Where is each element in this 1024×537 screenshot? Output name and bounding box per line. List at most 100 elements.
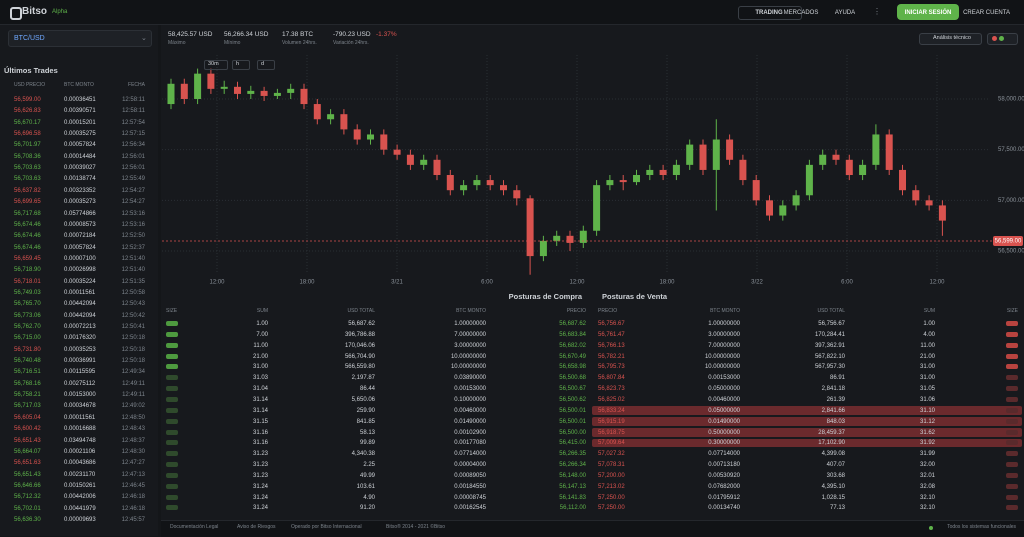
trade-time: 12:49:11 (122, 380, 145, 387)
size-bar (1006, 483, 1018, 489)
candle-body (513, 190, 521, 199)
trade-price: 56,674.46 (14, 244, 41, 251)
ask-cell: 4.00 (923, 331, 935, 338)
candle-body (872, 134, 880, 165)
y-tick-label: 57,500.00 (998, 147, 1024, 153)
candle-body (180, 83, 188, 99)
bid-cell: 10.00000000 (450, 364, 486, 371)
trade-amount: 0.00072213 (64, 324, 96, 330)
ask-cell: 7.00000000 (708, 342, 740, 349)
candle-body (739, 159, 747, 181)
ask-cell: 1.00000000 (708, 321, 740, 327)
size-bar (1006, 472, 1018, 478)
candle-body (526, 198, 534, 257)
ask-cell: 0.01490000 (708, 418, 740, 425)
nav-link[interactable]: AYUDA (834, 10, 856, 16)
bid-cell: 56,500.00 (559, 429, 586, 436)
interval-select[interactable]: d (257, 60, 275, 70)
trade-price: 56,605.04 (14, 414, 41, 421)
ask-highlight (592, 438, 1022, 448)
bid-cell: 56,112.00 (559, 505, 586, 512)
ask-cell: 407.07 (826, 462, 845, 469)
trade-time: 12:51:35 (121, 278, 145, 285)
candle-body (579, 230, 587, 243)
trade-time: 12:56:34 (121, 142, 145, 149)
candle-body (273, 92, 281, 96)
login-button[interactable] (897, 4, 959, 20)
bid-cell: 2,197.87 (351, 375, 375, 382)
interval-select[interactable]: h (232, 60, 250, 70)
trade-time: 12:52:50 (121, 233, 145, 240)
footer-link[interactable]: Aviso de Riesgos (237, 524, 276, 530)
trade-time: 12:46:18 (121, 505, 145, 512)
ask-cell: 0.00713180 (708, 462, 740, 469)
trade-time: 12:51:40 (121, 255, 145, 262)
y-tick-label: 56,500.00 (998, 249, 1024, 255)
candle-body (672, 164, 680, 176)
ask-cell: 31.00 (919, 364, 935, 371)
size-bar (1006, 418, 1018, 424)
ask-cell: 56,807.84 (598, 375, 625, 382)
trade-price: 56,636.30 (14, 516, 41, 523)
candle-body (885, 134, 893, 170)
trade-price: 56,731.80 (14, 346, 41, 353)
bid-cell: 31.16 (252, 440, 268, 447)
bid-cell: 56,266.35 (559, 451, 586, 458)
x-tick-label: 18:00 (659, 280, 675, 286)
menu-icon[interactable]: ⋮ (873, 7, 881, 16)
trade-amount: 0.00016688 (64, 426, 96, 433)
trade-time: 12:56:01 (121, 165, 145, 172)
ask-cell: 0.07714000 (708, 451, 740, 458)
bid-cell: 56,148.00 (559, 472, 586, 479)
candle-body (792, 195, 800, 206)
pair-selector[interactable] (8, 30, 152, 47)
size-bar (166, 321, 178, 326)
column-header: PRECIO (566, 308, 586, 314)
size-bar (1006, 429, 1018, 435)
bid-cell: 56,658.98 (559, 364, 586, 371)
nav-link[interactable]: TRADING (755, 10, 783, 16)
candle-body (859, 164, 867, 176)
ask-cell: 4,395.10 (821, 483, 845, 490)
candle-body (633, 175, 640, 183)
trade-time: 12:50:41 (121, 324, 145, 330)
ask-cell: 0.00153000 (708, 375, 740, 382)
signup-link[interactable]: CREAR CUENTA (963, 10, 1010, 16)
size-bar (166, 386, 178, 392)
nav-link[interactable]: MERCADOS (783, 10, 819, 16)
trade-amount: 0.00015201 (64, 119, 96, 126)
candle-body (207, 73, 215, 89)
trade-amount: 0.00138774 (64, 176, 96, 183)
interval-select[interactable]: 30m (204, 60, 228, 70)
bid-cell: 31.03 (252, 375, 268, 382)
ask-cell: 57,250.00 (598, 494, 625, 501)
y-tick-label: 57,000.00 (998, 198, 1024, 204)
stat-value: 17.38 BTC (282, 31, 314, 38)
bid-cell: 56,500.67 (559, 386, 586, 393)
trade-amount: 0.00021106 (64, 448, 96, 455)
ask-cell: 0.07682000 (708, 483, 740, 490)
login-text[interactable]: INICIAR SESIÓN (904, 10, 952, 16)
ask-cell: 31.05 (919, 386, 935, 393)
ask-cell: 77.13 (829, 505, 845, 512)
analysis-button[interactable] (919, 33, 982, 45)
trade-amount: 0.00035224 (64, 278, 96, 285)
trade-price: 56,717.68 (14, 210, 41, 217)
x-tick-label: 12:00 (209, 280, 225, 286)
ask-highlight (592, 428, 1022, 437)
ask-cell: 567,822.10 (814, 353, 845, 360)
bid-cell: 566,559.80 (344, 364, 375, 371)
bid-cell: 31.23 (252, 472, 268, 479)
trade-amount: 0.00014484 (64, 153, 96, 160)
analysis-text[interactable]: Análisis técnico (933, 35, 971, 41)
ask-cell: 56,766.13 (598, 342, 625, 349)
size-bar (166, 418, 178, 424)
size-bar (1006, 321, 1018, 326)
candle-body (712, 139, 720, 170)
candle-body (194, 73, 202, 99)
size-bar (166, 407, 178, 413)
ask-cell: 56,825.02 (598, 396, 625, 403)
footer-link[interactable]: Documentación Legal (170, 524, 219, 530)
trade-time: 12:50:18 (121, 346, 145, 353)
trade-price: 56,717.03 (14, 403, 41, 410)
